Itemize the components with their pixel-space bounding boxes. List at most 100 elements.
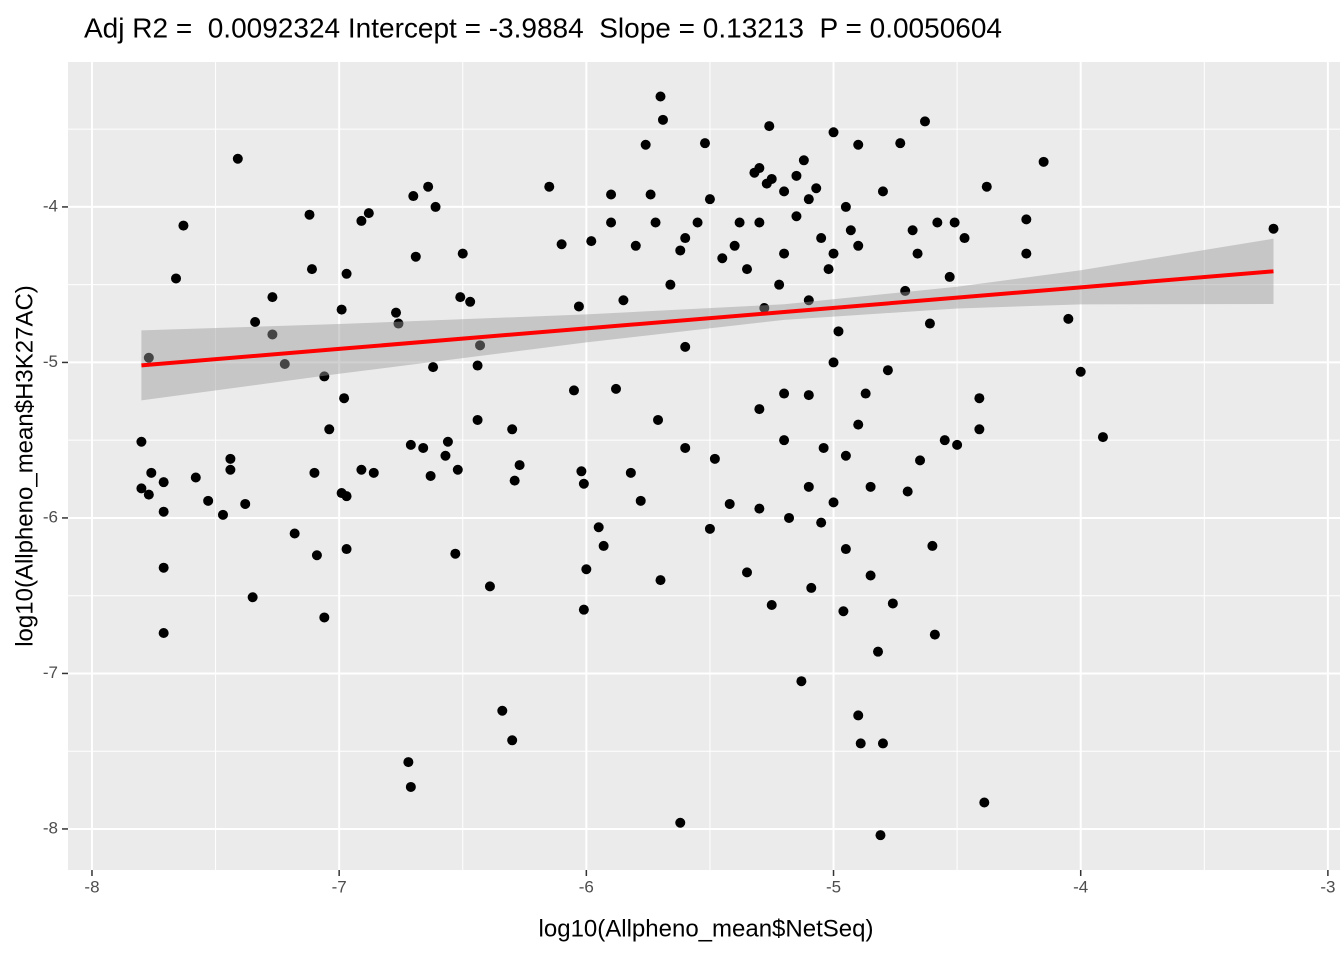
- point: [796, 676, 807, 687]
- point: [306, 264, 317, 275]
- point: [828, 357, 839, 368]
- point: [853, 419, 864, 430]
- point: [507, 735, 518, 746]
- point: [655, 91, 666, 102]
- point: [190, 472, 201, 483]
- point: [979, 797, 990, 808]
- point: [766, 600, 777, 611]
- point: [250, 317, 261, 328]
- y-tick-label: -7: [43, 663, 58, 682]
- point: [611, 383, 622, 394]
- point: [289, 528, 300, 539]
- point: [267, 329, 278, 340]
- point: [838, 606, 849, 617]
- point: [475, 340, 486, 351]
- point: [791, 170, 802, 181]
- point: [341, 268, 352, 279]
- point: [356, 215, 367, 226]
- point: [368, 467, 379, 478]
- point: [341, 544, 352, 555]
- point: [457, 248, 468, 259]
- point: [803, 481, 814, 492]
- point: [811, 183, 822, 194]
- point: [573, 301, 584, 312]
- point: [895, 138, 906, 149]
- point: [472, 414, 483, 425]
- point: [803, 390, 814, 401]
- point: [865, 570, 876, 581]
- point: [655, 575, 666, 586]
- point: [410, 251, 421, 262]
- point: [828, 248, 839, 259]
- point: [653, 414, 664, 425]
- point: [405, 439, 416, 450]
- point: [630, 240, 641, 251]
- point: [823, 264, 834, 275]
- point: [828, 497, 839, 508]
- point: [336, 304, 347, 315]
- point: [1075, 366, 1086, 377]
- point: [225, 453, 236, 464]
- point: [1038, 156, 1049, 167]
- point: [791, 211, 802, 222]
- point: [764, 121, 775, 132]
- point: [665, 279, 676, 290]
- x-tick-label: -3: [1320, 877, 1335, 896]
- point: [657, 114, 668, 125]
- point: [143, 352, 154, 363]
- point: [803, 194, 814, 205]
- point: [907, 225, 918, 236]
- point: [729, 240, 740, 251]
- point: [692, 217, 703, 228]
- point: [442, 436, 453, 447]
- point: [680, 233, 691, 244]
- point: [974, 393, 985, 404]
- point: [425, 470, 436, 481]
- point: [828, 127, 839, 138]
- point: [798, 155, 809, 166]
- point: [593, 522, 604, 533]
- point: [939, 435, 950, 446]
- point: [959, 233, 970, 244]
- point: [779, 186, 790, 197]
- point: [754, 404, 765, 415]
- point: [944, 271, 955, 282]
- point: [146, 467, 157, 478]
- point: [680, 442, 691, 453]
- point: [403, 757, 414, 768]
- point: [873, 646, 884, 657]
- point: [452, 464, 463, 475]
- point: [877, 738, 888, 749]
- point: [853, 710, 864, 721]
- point: [581, 564, 592, 575]
- point: [924, 318, 935, 329]
- point: [507, 424, 518, 435]
- point: [509, 475, 520, 486]
- y-tick-label: -6: [43, 507, 58, 526]
- x-tick-label: -7: [332, 877, 347, 896]
- point: [391, 307, 402, 318]
- point: [766, 173, 777, 184]
- point: [855, 738, 866, 749]
- point: [576, 466, 587, 477]
- point: [618, 295, 629, 306]
- point: [484, 581, 495, 592]
- point: [578, 478, 589, 489]
- point: [304, 209, 315, 220]
- point: [408, 191, 419, 202]
- point: [1097, 432, 1108, 443]
- point: [423, 181, 434, 192]
- point: [339, 393, 350, 404]
- point: [699, 138, 710, 149]
- point: [952, 439, 963, 450]
- point: [136, 436, 147, 447]
- point: [606, 189, 617, 200]
- point: [840, 450, 851, 461]
- point: [556, 239, 567, 250]
- point: [774, 279, 785, 290]
- point: [363, 208, 374, 219]
- fit-line: [141, 269, 1274, 368]
- point: [717, 253, 728, 264]
- point: [319, 612, 330, 623]
